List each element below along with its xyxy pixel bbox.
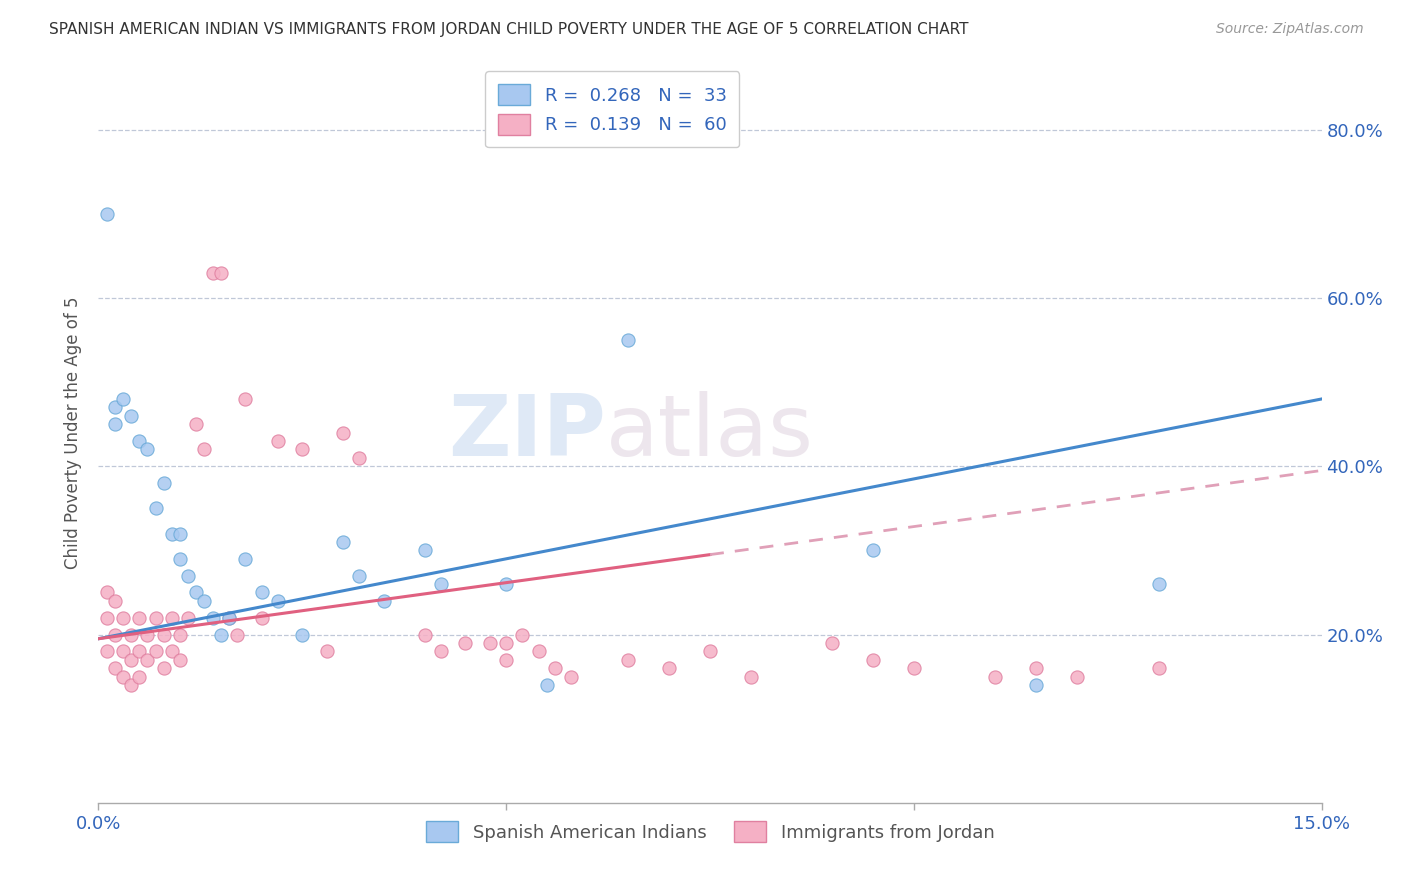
Point — [862, 543, 884, 558]
Point — [120, 653, 142, 667]
Point — [201, 266, 224, 280]
Point — [1025, 661, 1047, 675]
Point — [201, 610, 224, 624]
Point — [128, 610, 150, 624]
Point — [821, 636, 844, 650]
Point — [145, 501, 167, 516]
Point — [218, 610, 240, 624]
Point — [120, 627, 142, 641]
Point — [136, 653, 159, 667]
Point — [315, 644, 337, 658]
Point — [160, 610, 183, 624]
Point — [145, 644, 167, 658]
Point — [233, 551, 256, 566]
Point — [332, 425, 354, 440]
Point — [104, 401, 127, 415]
Point — [267, 434, 290, 448]
Point — [1147, 661, 1170, 675]
Text: Source: ZipAtlas.com: Source: ZipAtlas.com — [1216, 22, 1364, 37]
Point — [512, 627, 534, 641]
Point — [120, 409, 142, 423]
Point — [373, 594, 395, 608]
Point — [186, 585, 208, 599]
Point — [145, 610, 167, 624]
Point — [104, 417, 127, 432]
Point — [111, 670, 134, 684]
Point — [536, 678, 558, 692]
Point — [617, 653, 640, 667]
Point — [527, 644, 550, 658]
Point — [177, 568, 200, 582]
Point — [111, 644, 134, 658]
Point — [169, 653, 191, 667]
Point — [349, 450, 371, 465]
Point — [430, 644, 453, 658]
Point — [495, 636, 517, 650]
Point — [104, 627, 127, 641]
Point — [544, 661, 567, 675]
Point — [226, 627, 249, 641]
Point — [111, 610, 134, 624]
Point — [454, 636, 477, 650]
Point — [495, 577, 517, 591]
Point — [617, 333, 640, 347]
Point — [1147, 577, 1170, 591]
Point — [169, 551, 191, 566]
Point — [291, 442, 314, 457]
Point — [136, 627, 159, 641]
Point — [160, 526, 183, 541]
Text: atlas: atlas — [606, 391, 814, 475]
Point — [193, 442, 215, 457]
Point — [136, 442, 159, 457]
Point — [177, 610, 200, 624]
Point — [152, 661, 174, 675]
Point — [128, 644, 150, 658]
Point — [495, 653, 517, 667]
Point — [413, 627, 436, 641]
Point — [96, 644, 118, 658]
Point — [233, 392, 256, 406]
Point — [291, 627, 314, 641]
Point — [186, 417, 208, 432]
Point — [96, 610, 118, 624]
Point — [862, 653, 884, 667]
Point — [128, 434, 150, 448]
Point — [1025, 678, 1047, 692]
Point — [332, 535, 354, 549]
Point — [413, 543, 436, 558]
Point — [984, 670, 1007, 684]
Point — [169, 526, 191, 541]
Point — [903, 661, 925, 675]
Point — [96, 585, 118, 599]
Text: ZIP: ZIP — [449, 391, 606, 475]
Text: SPANISH AMERICAN INDIAN VS IMMIGRANTS FROM JORDAN CHILD POVERTY UNDER THE AGE OF: SPANISH AMERICAN INDIAN VS IMMIGRANTS FR… — [49, 22, 969, 37]
Point — [152, 627, 174, 641]
Point — [120, 678, 142, 692]
Point — [104, 661, 127, 675]
Point — [152, 476, 174, 491]
Point — [111, 392, 134, 406]
Point — [430, 577, 453, 591]
Point — [267, 594, 290, 608]
Point — [209, 627, 232, 641]
Point — [104, 594, 127, 608]
Point — [658, 661, 681, 675]
Point — [250, 610, 273, 624]
Y-axis label: Child Poverty Under the Age of 5: Child Poverty Under the Age of 5 — [65, 296, 83, 569]
Point — [699, 644, 721, 658]
Point — [560, 670, 582, 684]
Point — [250, 585, 273, 599]
Point — [209, 266, 232, 280]
Point — [740, 670, 762, 684]
Legend: Spanish American Indians, Immigrants from Jordan: Spanish American Indians, Immigrants fro… — [419, 814, 1001, 849]
Point — [128, 670, 150, 684]
Point — [193, 594, 215, 608]
Point — [169, 627, 191, 641]
Point — [218, 610, 240, 624]
Point — [96, 207, 118, 221]
Point — [349, 568, 371, 582]
Point — [160, 644, 183, 658]
Point — [1066, 670, 1088, 684]
Point — [478, 636, 501, 650]
